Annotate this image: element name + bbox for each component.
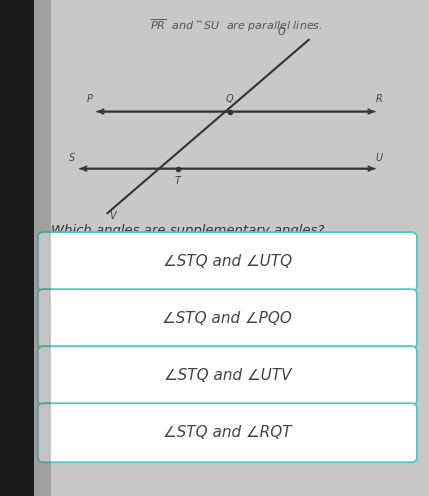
Text: U: U — [375, 153, 383, 163]
Text: ∠STQ and ∠UTV: ∠STQ and ∠UTV — [163, 368, 291, 383]
Text: Q: Q — [226, 94, 233, 104]
Text: ∠STQ and ∠UTQ: ∠STQ and ∠UTQ — [163, 254, 292, 269]
Text: R: R — [375, 94, 382, 104]
Text: V: V — [109, 211, 116, 221]
Text: $\overline{PR}$  and  $\overleftrightarrow{SU}$  are parallel lines.: $\overline{PR}$ and $\overleftrightarrow… — [150, 17, 322, 34]
Bar — [0, 0, 34, 496]
FancyBboxPatch shape — [38, 232, 417, 291]
Bar — [34, 0, 51, 496]
FancyBboxPatch shape — [38, 403, 417, 462]
Text: T: T — [175, 176, 181, 186]
Text: ∠STQ and ∠RQT: ∠STQ and ∠RQT — [163, 425, 292, 440]
FancyBboxPatch shape — [38, 289, 417, 348]
FancyBboxPatch shape — [38, 346, 417, 405]
Text: O: O — [277, 27, 285, 37]
Text: P: P — [86, 94, 92, 104]
Text: ∠STQ and ∠PQO: ∠STQ and ∠PQO — [163, 311, 292, 326]
Text: Which angles are supplementary angles?: Which angles are supplementary angles? — [51, 224, 325, 237]
Text: S: S — [69, 153, 75, 163]
